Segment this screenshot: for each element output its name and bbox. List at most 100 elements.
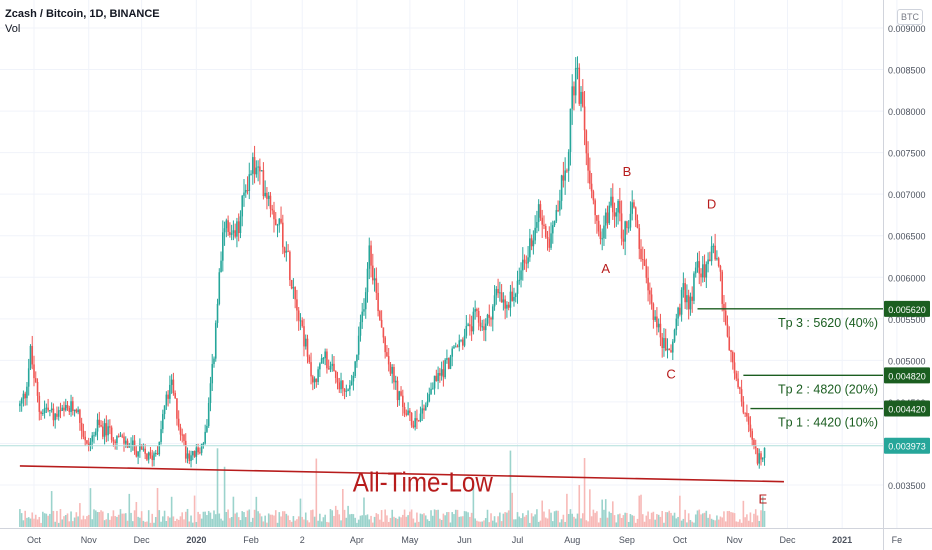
volume-bar	[93, 509, 95, 527]
volume-bar	[77, 516, 79, 527]
candle-body	[105, 423, 108, 436]
candle-body	[446, 358, 448, 360]
candle-body	[680, 289, 683, 315]
candle-body	[98, 419, 101, 426]
candle-body	[144, 448, 146, 454]
candle-body	[520, 270, 522, 280]
volume-bar	[610, 512, 612, 527]
volume-bar	[608, 511, 611, 527]
candle-body	[516, 280, 519, 294]
volume-bar	[319, 513, 321, 527]
volume-bar	[721, 517, 723, 527]
volume-bar	[668, 510, 671, 527]
volume-bar	[649, 519, 651, 527]
currency-badge[interactable]: BTC	[897, 9, 923, 25]
volume-bar	[312, 509, 314, 527]
volume-bar	[629, 514, 632, 527]
candle-body	[368, 245, 371, 269]
volume-bar	[499, 512, 501, 527]
volume-bar	[500, 521, 503, 527]
volume-bar	[320, 521, 323, 527]
candle-body	[139, 444, 141, 452]
volume-bar	[227, 509, 229, 527]
volume-bar	[477, 521, 480, 527]
volume-bar	[758, 520, 761, 527]
candle-body	[192, 451, 194, 456]
candle-body	[290, 280, 293, 289]
volume-bar	[117, 514, 120, 527]
candle-body	[620, 213, 623, 239]
volume-bar	[167, 516, 169, 527]
volume-bar	[428, 520, 431, 527]
volume-bar	[290, 521, 293, 527]
x-tick-label: Feb	[243, 535, 259, 545]
volume-bar	[350, 513, 353, 527]
take-profit-price-label: 0.005620	[888, 305, 926, 315]
volume-bar	[532, 516, 535, 527]
volume-bar	[440, 519, 443, 527]
volume-bar	[617, 514, 619, 527]
volume-bar	[144, 521, 146, 527]
volume-bar	[592, 509, 595, 527]
volume-bar	[707, 517, 709, 527]
volume-bar	[476, 520, 478, 527]
candle-body	[209, 383, 212, 403]
volume-bar	[506, 512, 508, 527]
volume-bar	[370, 515, 372, 527]
candle-body	[393, 366, 395, 383]
volume-bar	[24, 510, 26, 527]
candle-body	[398, 391, 401, 401]
volume-bar	[754, 509, 757, 527]
volume-bar	[162, 516, 164, 527]
candle-body	[183, 434, 185, 441]
candle-body	[162, 414, 164, 430]
volume-bar	[336, 509, 339, 527]
candle-body	[343, 388, 346, 392]
take-profit-price-label: 0.004420	[888, 405, 926, 415]
candle-body	[539, 204, 542, 218]
candle-body	[151, 455, 154, 461]
volume-bar	[248, 509, 251, 527]
volume-bar	[42, 511, 44, 527]
volume-bar	[156, 487, 159, 527]
candle-body	[188, 453, 191, 462]
volume-bar	[216, 448, 219, 527]
volume-bar	[384, 509, 386, 527]
candle-body	[147, 452, 150, 460]
volume-bar	[27, 517, 30, 527]
candle-body	[96, 419, 99, 432]
x-tick-label: Apr	[350, 535, 364, 545]
volume-bar	[287, 515, 289, 527]
candle-body	[440, 369, 443, 376]
y-tick-label: 0.005000	[888, 356, 926, 366]
symbol-title[interactable]: Zcash / Bitcoin, 1D, BINANCE	[5, 8, 160, 20]
volume-indicator-label[interactable]: Vol	[5, 23, 21, 35]
volume-bar	[604, 499, 607, 527]
candle-body	[597, 220, 600, 232]
candle-body	[255, 167, 258, 175]
candle-body	[190, 455, 192, 462]
candle-body	[359, 322, 362, 336]
candle-body	[278, 218, 281, 225]
volume-bar	[731, 512, 734, 527]
candle-body	[93, 435, 95, 437]
candle-body	[409, 410, 411, 413]
volume-bar	[126, 520, 129, 527]
candle-body	[36, 382, 39, 396]
volume-bar	[430, 510, 432, 527]
volume-bar	[204, 511, 206, 527]
volume-bar	[426, 519, 429, 527]
volume-bar	[345, 517, 348, 527]
candle-body	[350, 381, 353, 386]
candle-body	[679, 307, 681, 315]
volume-bar	[481, 521, 484, 527]
all-time-low-support-line[interactable]	[19, 465, 784, 483]
volume-bar	[626, 512, 628, 527]
candle-body	[410, 412, 413, 426]
volume-bar	[469, 516, 471, 527]
candle-body	[206, 425, 208, 432]
candle-body	[514, 293, 517, 297]
candle-body	[650, 294, 653, 304]
candle-body	[761, 457, 764, 460]
